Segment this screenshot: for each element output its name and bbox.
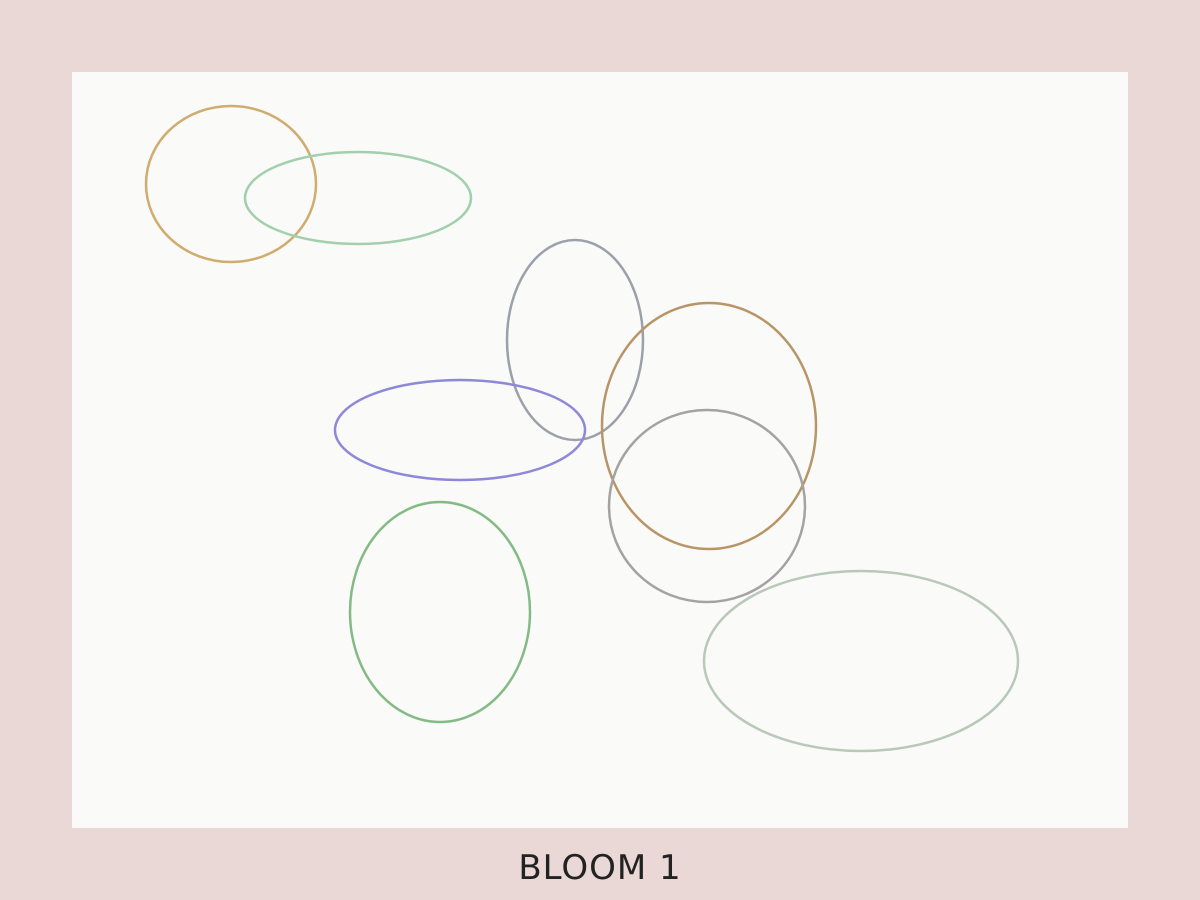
tan-ellipse [600,301,818,551]
mint-ellipse [243,150,473,246]
bloom-caption: BLOOM 1 [518,848,682,888]
gray-ellipse [607,408,807,604]
ochre-ellipse [144,104,318,264]
ellipse-drawing [144,104,1020,753]
violet-ellipse [333,378,587,482]
green-ellipse [348,500,532,724]
slate-ellipse [505,238,645,442]
drawing-canvas [72,72,1128,828]
sage-ellipse [702,569,1020,753]
